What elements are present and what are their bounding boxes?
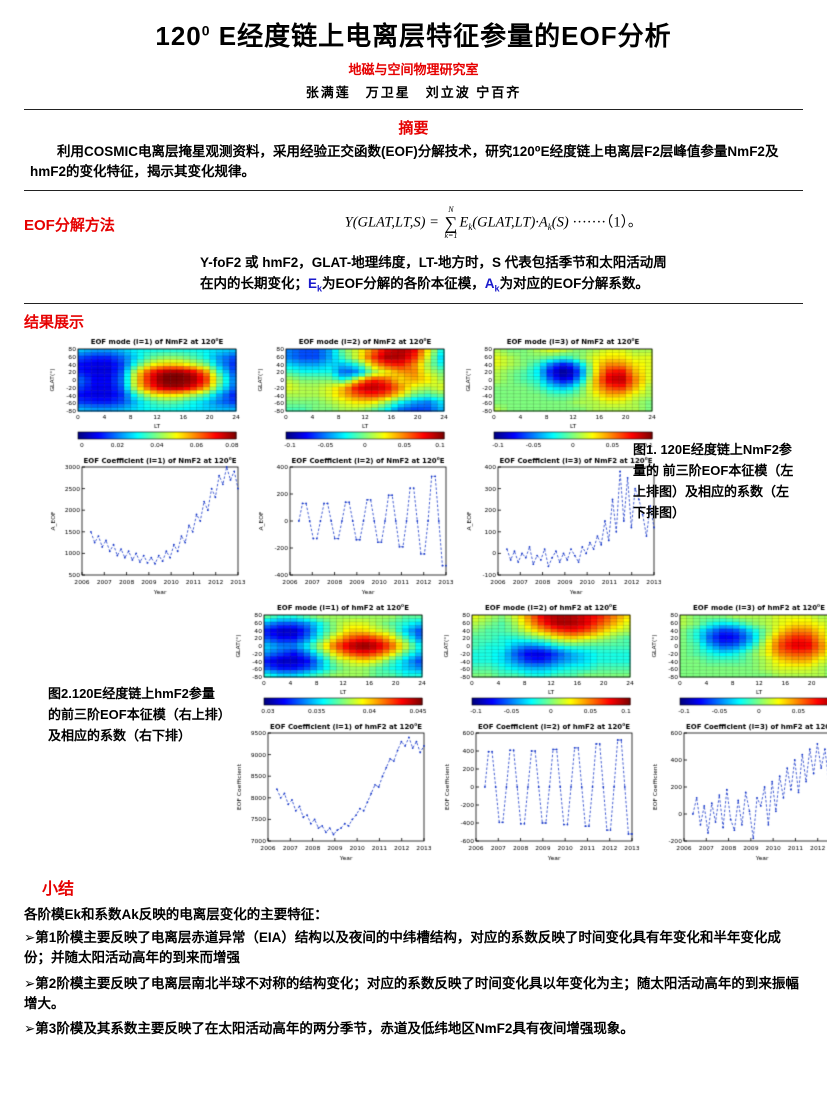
ak-symbol: A: [484, 276, 495, 292]
abstract-text: 利用COSMIC电离层掩星观测资料，采用经验正交函数(EOF)分解技术，研究12…: [30, 144, 779, 180]
sum-operator: N ∑ k=1: [444, 204, 458, 240]
linechart-nmf2-coef3: [464, 455, 664, 602]
results-heading: 结果展示: [24, 314, 85, 332]
title-number: 120: [155, 21, 202, 51]
formula-mid: (GLAT,LT)·A: [472, 213, 548, 230]
results-row-hmf2-coefs: [24, 721, 827, 868]
ek-text: 为EOF分解的各阶本征模，: [322, 276, 485, 292]
divider-2: [24, 189, 803, 191]
summary-lead: 各阶模Ek和系数Ak反映的电离层变化的主要特征：: [24, 907, 328, 923]
linechart-hmf2-coef1: [234, 721, 434, 868]
linechart-hmf2-coef3: [650, 721, 827, 868]
method-description: Y-foF2 或 hmF2，GLAT-地理纬度，LT-地方时，S 代表包括季节和…: [200, 252, 804, 297]
figure2-caption: 图2.120E经度链上hmF2参量的前三阶EOF本征模（右上排）及相应的系数（右…: [48, 686, 225, 743]
authors: 张满莲 万卫星 刘立波 宁百齐: [305, 85, 522, 100]
results-row-nmf2-coefs: [24, 455, 803, 602]
divider-3: [24, 303, 803, 305]
divider-1: [24, 109, 803, 110]
results-block-hmf2: 图2.120E经度链上hmF2参量的前三阶EOF本征模（右上排）及相应的系数（右…: [24, 602, 827, 868]
summary-bullet-1: ➢第1阶模主要反映了电离层赤道异常（EIA）结构以及夜间的中纬槽结构，对应的系数…: [24, 930, 781, 966]
formula-e: E: [459, 213, 469, 230]
eof-formula: Y(GLAT,LT,S) = N ∑ k=1 Ek(GLAT,LT)·Ak(S) ··…: [184, 204, 803, 240]
ek-symbol: E: [308, 276, 318, 292]
ak-sub: k: [494, 283, 500, 294]
formula-lhs: Y(GLAT,LT,S) =: [344, 213, 443, 230]
results-row-hmf2-modes: [24, 602, 827, 721]
heatmap-nmf2-mode1: [48, 336, 248, 455]
linechart-nmf2-coef2: [256, 455, 456, 602]
summary-bullet-2: ➢第2阶模主要反映了电离层南北半球不对称的结构变化；对应的系数反映了时间变化具以…: [24, 975, 799, 1011]
title-text: E经度链上电离层特征参量的EOF分析: [210, 21, 672, 51]
summary-bullet-3: ➢第3阶模及其系数主要反映了在太阳活动高年的两分季节，赤道及低纬地区NmF2具有…: [24, 1021, 634, 1037]
heatmap-hmf2-mode3: [650, 602, 827, 721]
formula-a-sub: k: [547, 221, 552, 232]
heatmap-nmf2-mode3: [464, 336, 664, 455]
abstract-heading: 摘要: [398, 120, 429, 137]
formula-dots: ·······: [568, 213, 607, 230]
method-desc-line1: Y-foF2 或 hmF2，GLAT-地理纬度，LT-地方时，S 代表包括季节和…: [200, 254, 667, 270]
method-heading: EOF分解方法: [24, 216, 115, 234]
poster-root: 1200 E经度链上电离层特征参量的EOF分析 地磁与空间物理研究室 张满莲 万…: [24, 16, 827, 1037]
summary-heading: 小结: [42, 881, 75, 899]
ek-sub: k: [317, 283, 323, 294]
linechart-hmf2-coef2: [442, 721, 642, 868]
page-title: 1200 E经度链上电离层特征参量的EOF分析: [24, 16, 803, 53]
formula-e-sub: k: [468, 221, 473, 232]
formula-tail: (S): [551, 213, 569, 230]
sigma-symbol: ∑: [444, 212, 458, 233]
ak-text: 为对应的EOF分解系数。: [499, 276, 649, 292]
heatmap-hmf2-mode1: [234, 602, 434, 721]
formula-eqno: （1）。: [606, 213, 643, 230]
results-block-nmf2: 图1. 120E经度链上NmF2参量的 前三阶EOF本征模（左上排图）及相应的系…: [24, 336, 803, 602]
method-desc-pre: 在内的长期变化；: [200, 276, 308, 292]
title-superscript: 0: [201, 22, 211, 39]
results-row-nmf2-modes: [24, 336, 803, 455]
heatmap-hmf2-mode2: [442, 602, 642, 721]
heatmap-nmf2-mode2: [256, 336, 456, 455]
affiliation: 地磁与空间物理研究室: [348, 62, 479, 77]
method-section: EOF分解方法 Y(GLAT,LT,S) = N ∑ k=1 Ek(GLAT,LT)·…: [24, 198, 803, 240]
figure1-caption: 图1. 120E经度链上NmF2参量的 前三阶EOF本征模（左上排图）及相应的系…: [633, 442, 794, 520]
linechart-nmf2-coef1: [48, 455, 248, 602]
